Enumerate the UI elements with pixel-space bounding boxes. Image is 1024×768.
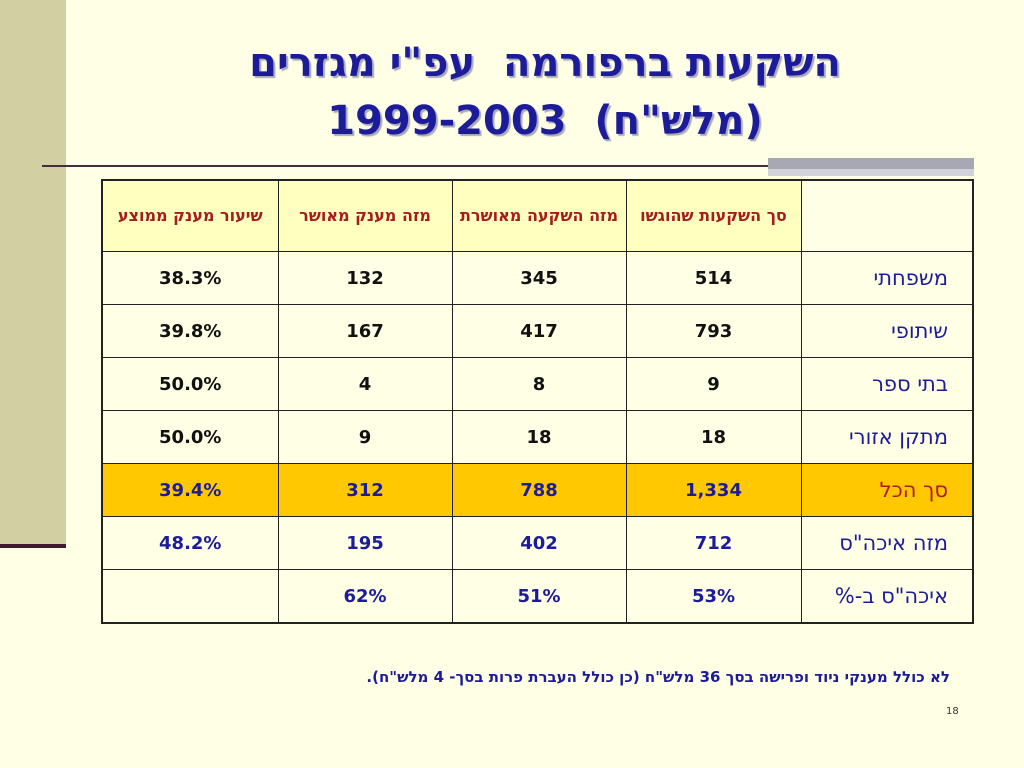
table-cell — [101, 569, 279, 624]
decorative-left-band — [0, 0, 66, 548]
table-cell: 402 — [451, 516, 627, 570]
table-cell: 417 — [451, 304, 627, 358]
decorative-right-bar — [768, 158, 974, 176]
table-cell: 712 — [625, 516, 802, 570]
title-divider — [42, 165, 770, 167]
table-row: בתי ספר 9 8 4 50.0% — [101, 357, 974, 411]
table-cell: 4 — [277, 357, 453, 411]
header-cell-approved-grant: מזה מענק מאושר — [277, 179, 453, 252]
row-label: מתקן אזורי — [800, 410, 974, 464]
header-cell-avg-grant-rate: שיעור מענק ממוצע — [101, 179, 279, 252]
table-cell: 167 — [277, 304, 453, 358]
investment-table: סך השקעות שהוגשו מזה השקעה מאושרת מזה מע… — [101, 179, 974, 624]
table-cell: 39.8% — [101, 304, 279, 358]
page-number: 18 — [946, 706, 959, 717]
footnote: לא כולל מענקי ניוד ופרישה בסך 36 מלש"ח (… — [366, 668, 950, 686]
table-cell: 132 — [277, 251, 453, 305]
table-cell: 18 — [625, 410, 802, 464]
table-cell: 195 — [277, 516, 453, 570]
title-line-1: השקעות ברפורמה עפ"י מגזרים — [249, 40, 841, 86]
table-cell: 9 — [625, 357, 802, 411]
header-cell-approved-investment: מזה השקעה מאושרת — [451, 179, 627, 252]
header-cell-blank — [800, 179, 974, 252]
table-cell: 50.0% — [101, 410, 279, 464]
table-cell: 39.4% — [101, 463, 279, 517]
row-label: סך הכל — [800, 463, 974, 517]
table-cell: 793 — [625, 304, 802, 358]
table-header-row: סך השקעות שהוגשו מזה השקעה מאושרת מזה מע… — [101, 179, 974, 252]
row-label: בתי ספר — [800, 357, 974, 411]
row-label: שיתופי — [800, 304, 974, 358]
table-cell: 312 — [277, 463, 453, 517]
table-cell: 18 — [451, 410, 627, 464]
row-label: איכה"ס ב-% — [800, 569, 974, 624]
table-cell: 51% — [451, 569, 627, 624]
table-cell: 345 — [451, 251, 627, 305]
table-row: מתקן אזורי 18 18 9 50.0% — [101, 410, 974, 464]
header-cell-submitted: סך השקעות שהוגשו — [625, 179, 802, 252]
title-line-2: (מלש"ח) 1999-2003 — [327, 98, 763, 144]
row-label: משפחתי — [800, 251, 974, 305]
table-cell: 62% — [277, 569, 453, 624]
table-cell: 53% — [625, 569, 802, 624]
table-cell: 514 — [625, 251, 802, 305]
table-cell: 38.3% — [101, 251, 279, 305]
table-row: שיתופי 793 417 167 39.8% — [101, 304, 974, 358]
decorative-left-line — [0, 544, 66, 548]
table-cell: 788 — [451, 463, 627, 517]
slide-title: השקעות ברפורמה עפ"י מגזרים (מלש"ח) 1999-… — [80, 34, 1010, 150]
row-label: מזה איכה"ס — [800, 516, 974, 570]
table-cell: 50.0% — [101, 357, 279, 411]
table-row-total: סך הכל 1,334 788 312 39.4% — [101, 463, 974, 517]
table-cell: 48.2% — [101, 516, 279, 570]
table-cell: 8 — [451, 357, 627, 411]
table-row: משפחתי 514 345 132 38.3% — [101, 251, 974, 305]
table-row: מזה איכה"ס 712 402 195 48.2% — [101, 516, 974, 570]
table-cell: 9 — [277, 410, 453, 464]
table-cell: 1,334 — [625, 463, 802, 517]
table-row: איכה"ס ב-% 53% 51% 62% — [101, 569, 974, 624]
